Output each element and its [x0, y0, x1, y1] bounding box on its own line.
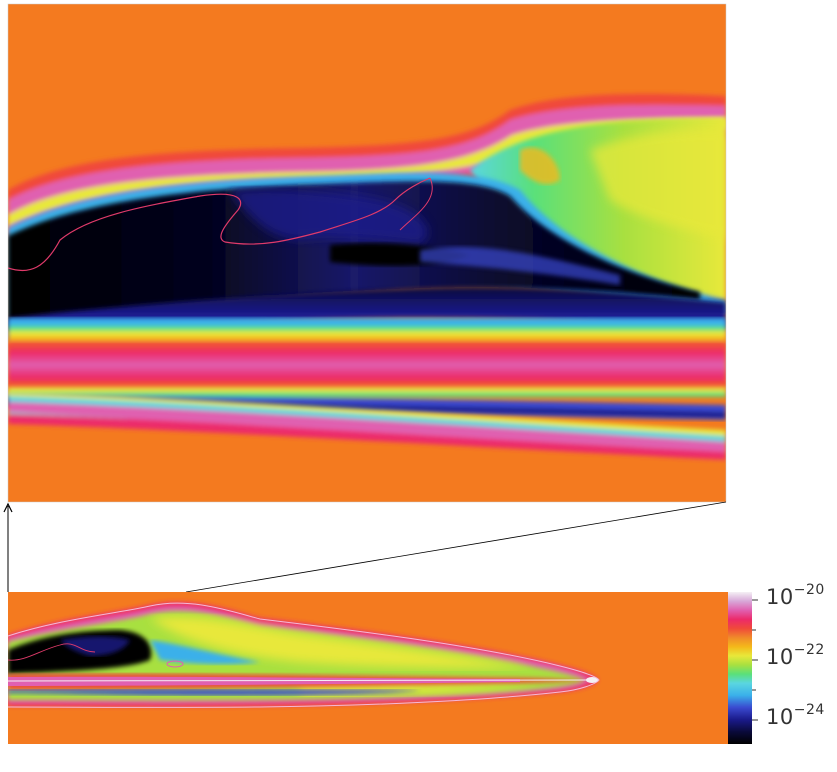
- colorbar-label-1e-22: 10−22: [766, 642, 825, 669]
- colorbar-label-base: 10: [766, 645, 794, 669]
- zoomed-panel: [8, 4, 726, 502]
- full-domain-panel: [8, 592, 728, 744]
- zoomed-panel-frame: [7, 3, 727, 503]
- colorbar-label-exponent: −20: [793, 582, 825, 598]
- colorbar-label-base: 10: [766, 585, 794, 609]
- colorbar-label-exponent: −24: [793, 702, 825, 718]
- colorbar-label-1e-20: 10−20: [766, 582, 825, 609]
- colorbar-label-exponent: −22: [793, 642, 825, 658]
- colorbar: [728, 592, 758, 744]
- zoom-connector-right: [185, 501, 727, 593]
- colorbar-label-1e-24: 10−24: [766, 702, 825, 729]
- arrow-up-icon: [3, 502, 13, 513]
- colorbar-scale: [728, 592, 752, 744]
- colorbar-ticks: [752, 599, 758, 721]
- colorbar-label-base: 10: [766, 705, 794, 729]
